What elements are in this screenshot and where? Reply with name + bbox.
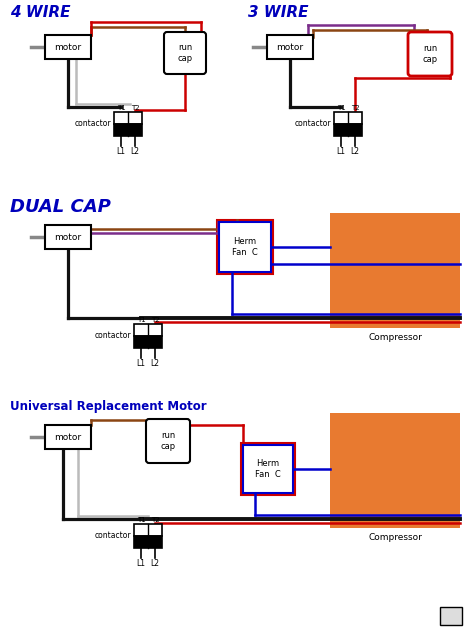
- Bar: [134, 324, 162, 336]
- Text: T2: T2: [351, 105, 359, 111]
- Text: motor: motor: [55, 43, 82, 51]
- Text: T1: T1: [137, 517, 146, 523]
- Text: motor: motor: [55, 233, 82, 241]
- Text: contactor: contactor: [294, 120, 331, 129]
- FancyBboxPatch shape: [146, 419, 190, 463]
- Bar: [217, 220, 273, 274]
- Text: T2: T2: [131, 105, 139, 111]
- Bar: [330, 413, 460, 528]
- Text: run
cap: run cap: [422, 45, 438, 64]
- Text: L2: L2: [130, 147, 139, 156]
- Text: L1: L1: [117, 147, 126, 156]
- Text: Herm
Fan  C: Herm Fan C: [232, 237, 258, 256]
- Text: contactor: contactor: [74, 120, 111, 129]
- Text: L2: L2: [151, 359, 159, 368]
- Text: T1: T1: [117, 105, 126, 111]
- Text: run
cap: run cap: [160, 431, 175, 451]
- Text: T1: T1: [337, 105, 346, 111]
- Bar: [219, 222, 271, 272]
- Bar: [45, 425, 91, 449]
- Bar: [114, 112, 142, 124]
- Text: L2: L2: [350, 147, 359, 156]
- Text: motor: motor: [276, 43, 303, 51]
- Bar: [134, 536, 162, 548]
- Text: motor: motor: [55, 433, 82, 441]
- Text: T2: T2: [151, 517, 159, 523]
- Bar: [243, 445, 293, 493]
- Bar: [440, 607, 462, 625]
- FancyBboxPatch shape: [408, 32, 452, 76]
- Text: L2: L2: [151, 559, 159, 568]
- Text: contactor: contactor: [94, 532, 131, 540]
- Text: 3 WIRE: 3 WIRE: [248, 5, 309, 20]
- Text: 4 WIRE: 4 WIRE: [10, 5, 71, 20]
- Text: T2: T2: [151, 317, 159, 323]
- Bar: [267, 35, 313, 59]
- Text: Universal Replacement Motor: Universal Replacement Motor: [10, 400, 207, 413]
- Text: T1: T1: [137, 317, 146, 323]
- Bar: [45, 35, 91, 59]
- Text: L1: L1: [137, 359, 146, 368]
- FancyBboxPatch shape: [164, 32, 206, 74]
- Text: L1: L1: [337, 147, 346, 156]
- Text: DUAL CAP: DUAL CAP: [10, 198, 111, 216]
- Bar: [134, 336, 162, 348]
- Bar: [114, 124, 142, 136]
- Text: Compressor: Compressor: [368, 533, 422, 542]
- Text: run
cap: run cap: [177, 43, 192, 63]
- Text: Compressor: Compressor: [368, 333, 422, 342]
- Text: Herm
Fan  C: Herm Fan C: [255, 460, 281, 478]
- Bar: [241, 443, 295, 495]
- Bar: [334, 124, 362, 136]
- Bar: [330, 213, 460, 328]
- Text: L1: L1: [137, 559, 146, 568]
- Text: contactor: contactor: [94, 332, 131, 340]
- Bar: [134, 524, 162, 536]
- Bar: [45, 225, 91, 249]
- Bar: [334, 112, 362, 124]
